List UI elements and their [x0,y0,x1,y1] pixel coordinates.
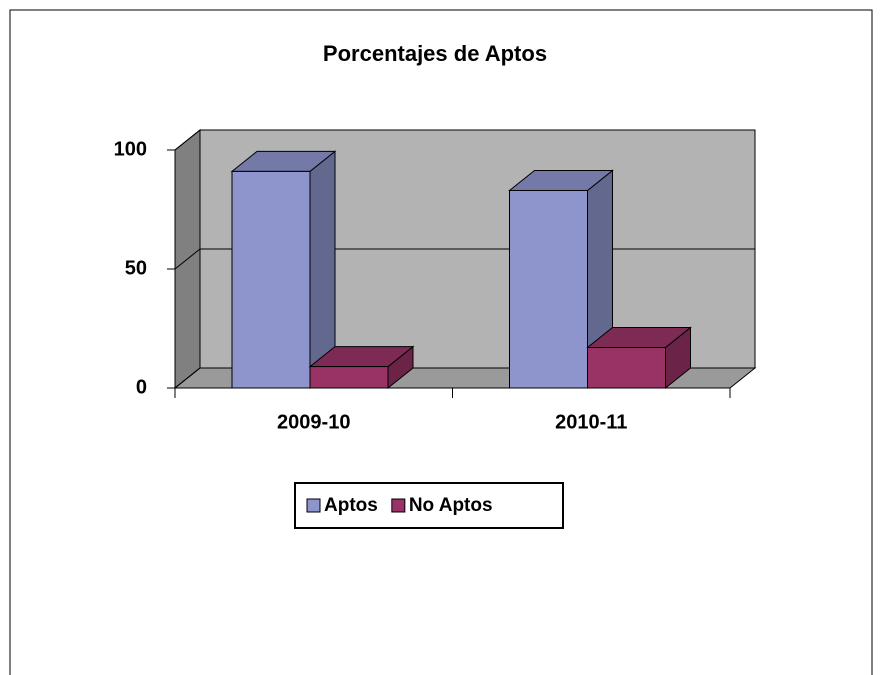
legend-label: Aptos [324,495,378,516]
x-tick-label: 2009-10 [277,411,350,433]
bar [308,345,415,390]
bar-front [231,170,311,389]
y-tick-label: 100 [114,138,147,160]
bar [586,326,692,390]
y-tick-label: 50 [125,257,147,279]
y-tick-label: 0 [136,376,147,398]
grid-line [174,129,755,151]
bar-front [509,189,588,389]
bar [230,150,337,390]
bar-front [309,366,389,389]
bar [508,169,614,390]
legend-box [294,482,564,529]
x-tick-label: 2010-11 [555,411,627,433]
legend-swatch [391,498,406,513]
bar-front [587,347,666,389]
legend-swatch [306,498,321,513]
chart-title: Porcentajes de Aptos [323,41,547,66]
legend-label: No Aptos [409,495,493,516]
